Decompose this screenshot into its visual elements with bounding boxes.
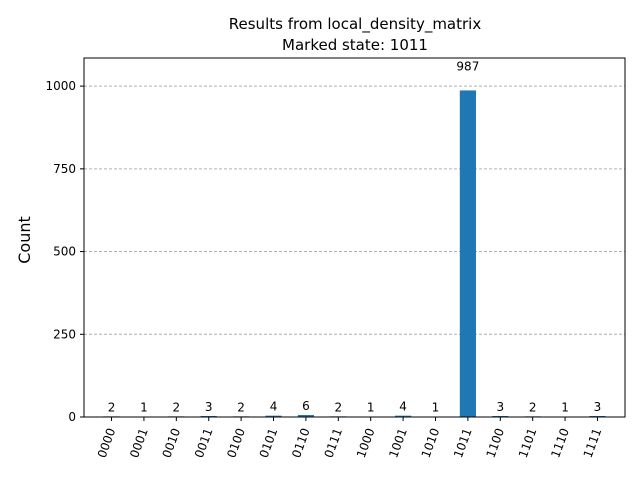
x-tick-label-1011: 1011	[451, 426, 475, 459]
y-axis-label: Count	[15, 216, 34, 264]
x-tick-label-0110: 0110	[289, 426, 313, 459]
y-tick-label: 500	[53, 245, 76, 259]
y-tick-label: 1000	[45, 79, 76, 93]
y-tick-label: 0	[68, 410, 76, 424]
data-label-1101: 2	[529, 400, 537, 414]
data-label-1001: 4	[399, 400, 407, 414]
x-tick-label-1100: 1100	[483, 426, 507, 459]
x-tick-label-1000: 1000	[354, 426, 378, 459]
y-tick-label: 250	[53, 327, 76, 341]
bar-1001	[394, 415, 412, 417]
y-axis-ticks: 0 250 500 750 1000	[45, 79, 84, 424]
bar-0110	[297, 415, 315, 417]
x-tick-label-0111: 0111	[322, 426, 346, 459]
bar-0101	[265, 415, 282, 417]
x-tick-label-0000: 0000	[95, 426, 119, 459]
plot-frame	[83, 57, 626, 418]
data-label-1010: 1	[432, 401, 440, 415]
y-gridlines	[84, 85, 625, 335]
data-label-1111: 3	[594, 400, 602, 414]
chart-title: Results from local_density_matrix	[229, 15, 482, 34]
y-tick-label: 750	[53, 162, 76, 176]
x-tick-label-1111: 1111	[581, 426, 605, 459]
x-tick-label-1101: 1101	[516, 426, 540, 459]
x-tick-label-0101: 0101	[257, 426, 281, 459]
data-label-1110: 1	[561, 401, 569, 415]
data-label-1100: 3	[496, 400, 504, 414]
x-tick-label-1010: 1010	[419, 426, 443, 459]
x-tick-label-0011: 0011	[192, 426, 216, 459]
data-label-0111: 2	[334, 400, 342, 414]
data-label-0001: 1	[140, 401, 148, 415]
data-label-0100: 2	[237, 400, 245, 414]
x-tick-label-1001: 1001	[386, 426, 410, 459]
data-label-1000: 1	[367, 401, 375, 415]
data-label-0010: 2	[173, 400, 181, 414]
chart-subtitle: Marked state: 1011	[282, 36, 428, 54]
bars-group	[103, 90, 606, 417]
x-axis-ticks: 0000 0001 0010 0011 0100 0101 0110 0111 1000 1001…	[95, 417, 605, 460]
data-label-0110: 6	[302, 399, 310, 413]
data-label-0000: 2	[108, 400, 116, 414]
x-tick-label-1110: 1110	[548, 426, 572, 459]
x-tick-label-0100: 0100	[224, 426, 248, 459]
data-labels-group: 2 1 2 3 2 4 6 2 1 4 1 987 3 2 1 3	[108, 59, 602, 414]
x-tick-label-0010: 0010	[160, 426, 184, 459]
data-label-0101: 4	[270, 400, 278, 414]
data-label-0011: 3	[205, 400, 213, 414]
data-label-1011: 987	[456, 59, 479, 73]
x-tick-label-0001: 0001	[127, 426, 151, 459]
bar-1011	[459, 90, 476, 417]
